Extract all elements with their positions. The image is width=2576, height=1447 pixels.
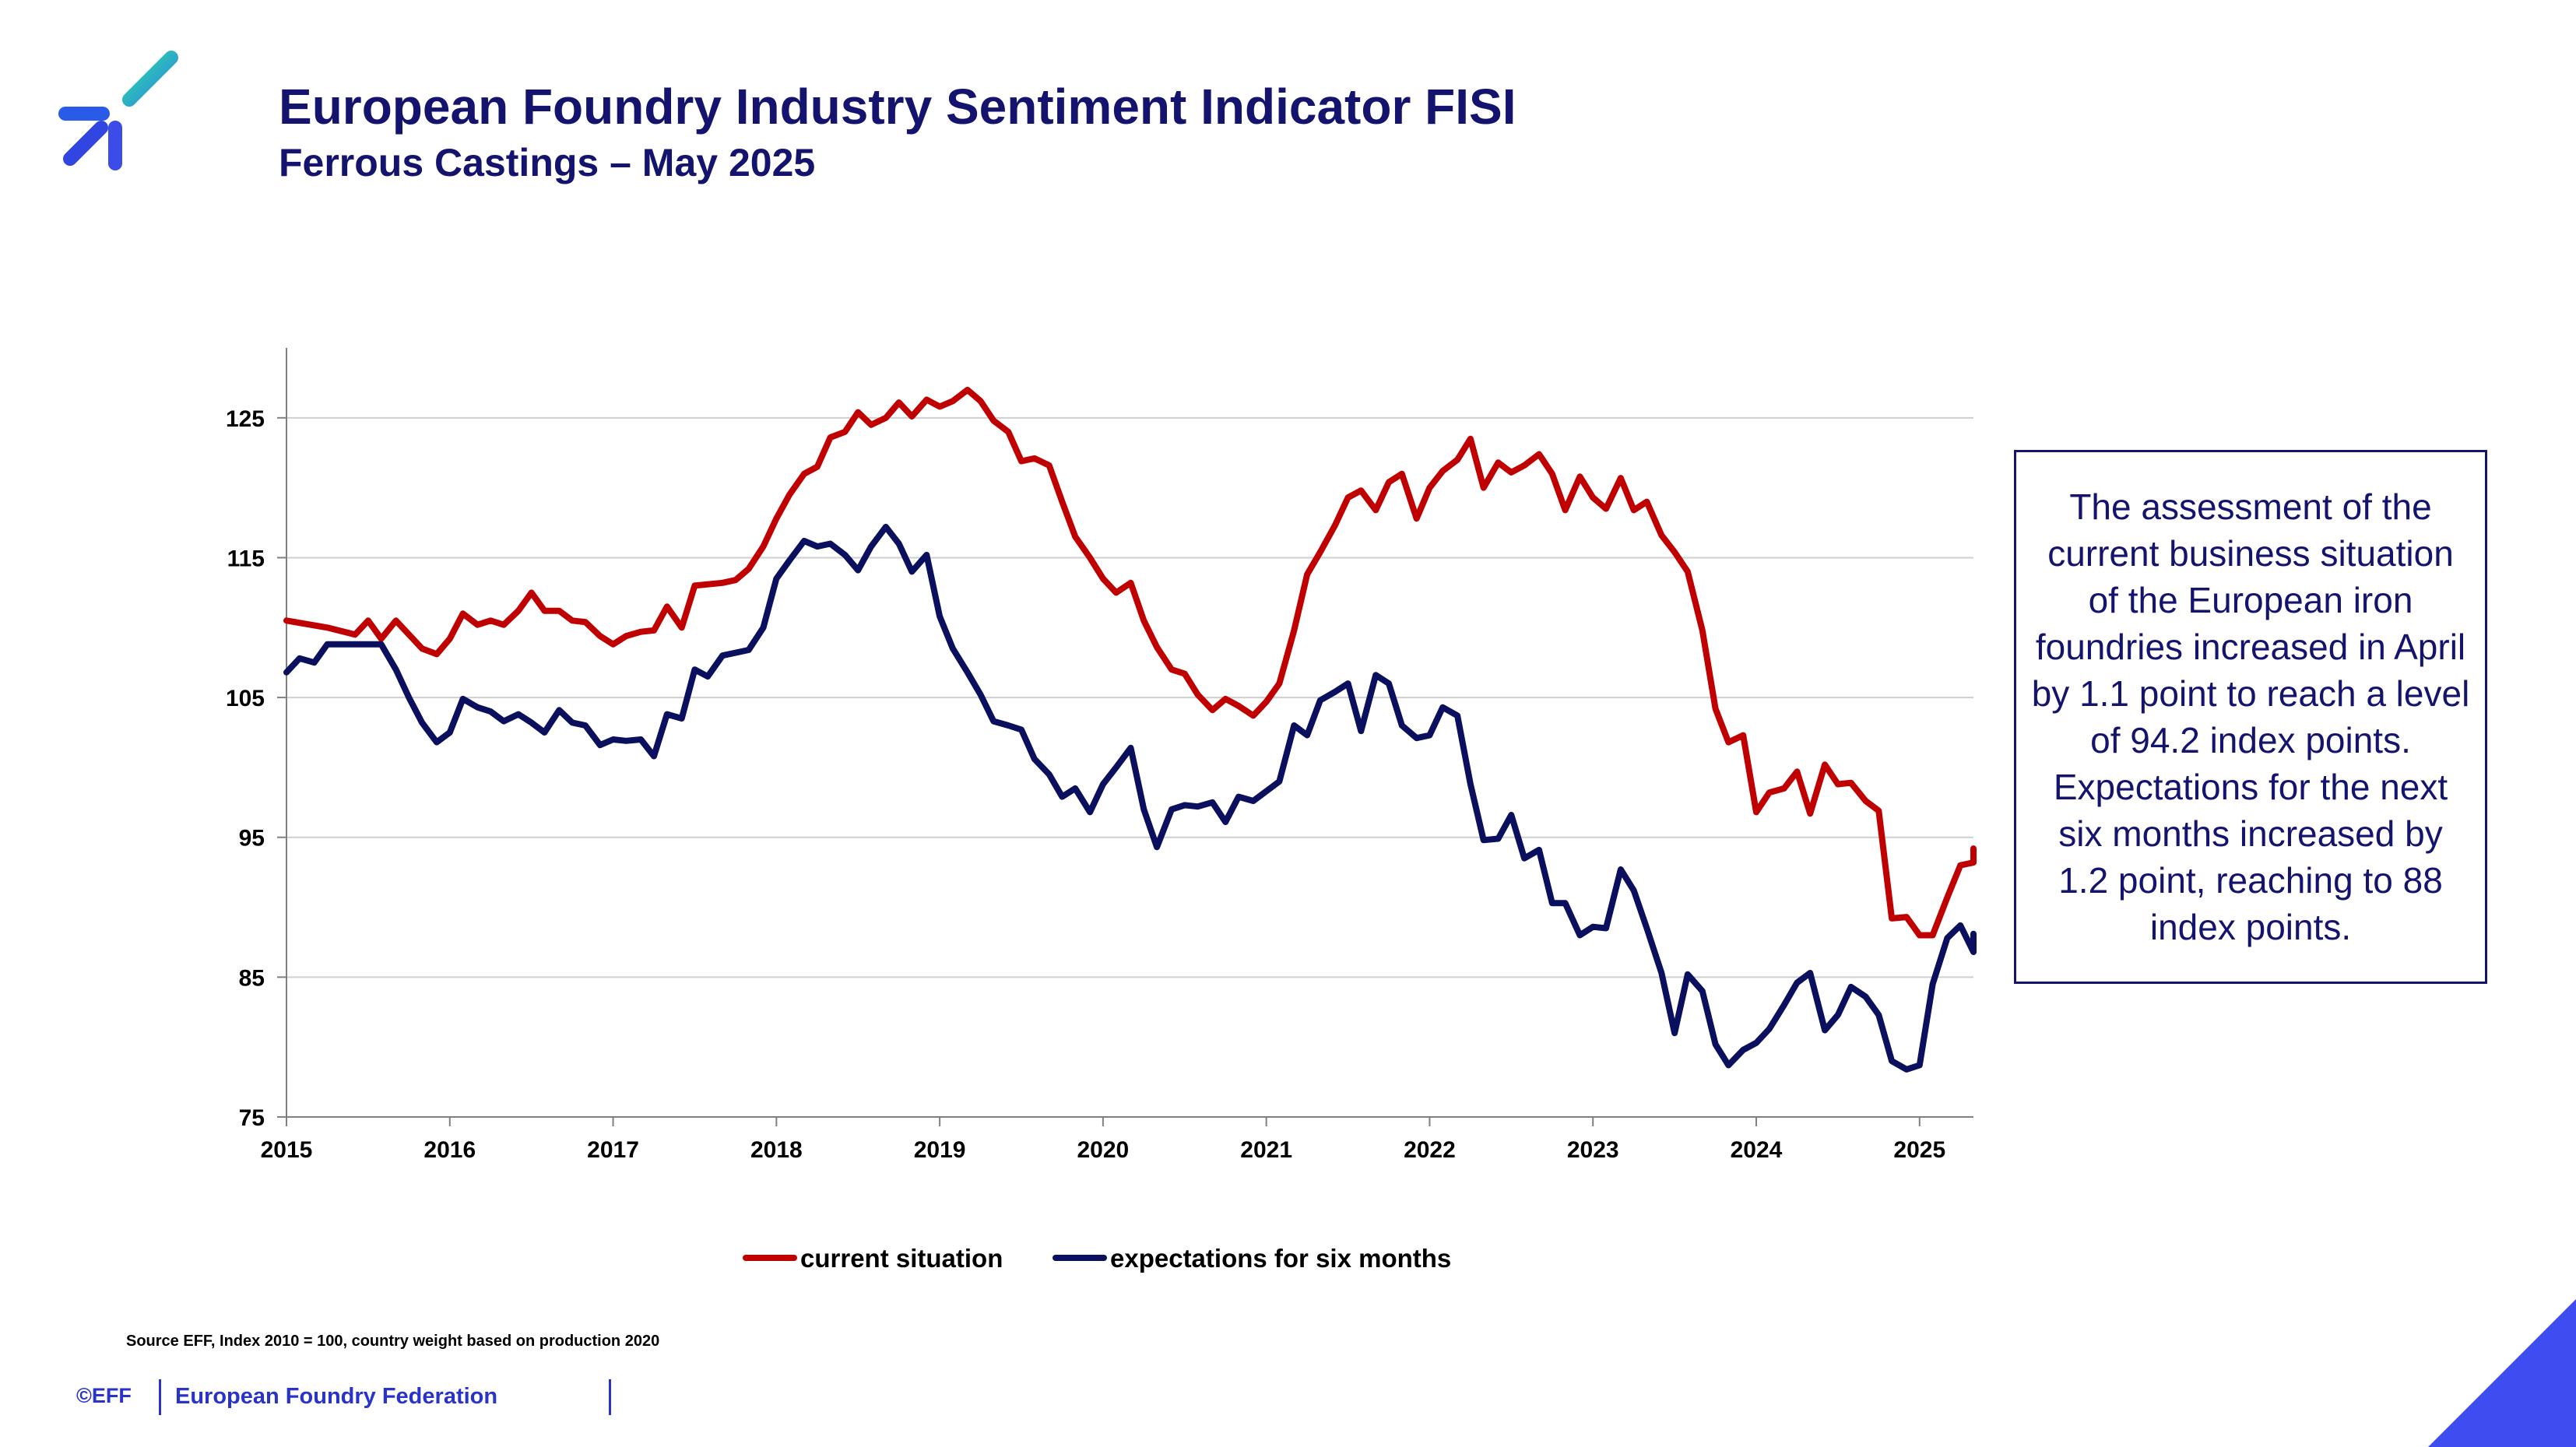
page-subtitle: Ferrous Castings – May 2025 (279, 141, 816, 184)
legend-label: current situation (800, 1244, 1003, 1273)
eff-logo (58, 51, 183, 170)
y-tick-label: 75 (239, 1105, 265, 1131)
x-tick-label: 2024 (1731, 1137, 1783, 1163)
footer-divider (159, 1379, 161, 1415)
footer-divider (609, 1379, 611, 1415)
y-tick-label: 125 (226, 406, 265, 432)
corner-decoration (2428, 1299, 2576, 1447)
x-tick-label: 2025 (1893, 1137, 1945, 1163)
x-tick-label: 2021 (1240, 1137, 1292, 1163)
copyright-label: ©EFF (76, 1384, 132, 1407)
chart-series (283, 386, 1977, 1073)
page-title: European Foundry Industry Sentiment Indi… (279, 79, 1516, 135)
y-tick-label: 115 (227, 546, 265, 571)
legend-label: expectations for six months (1110, 1244, 1451, 1273)
series-line-current-situation (283, 386, 1977, 939)
federation-label: European Foundry Federation (175, 1384, 498, 1409)
series-line-expectations (283, 523, 1977, 1073)
x-tick-label: 2019 (914, 1137, 966, 1163)
chart-axes: 75 85 95 105 115 125 2015 2016 2017 2018 2019 2020 2… (226, 348, 1973, 1163)
x-tick-label: 2018 (750, 1137, 803, 1163)
chart-legend: current situation expectations for six mo… (743, 1244, 1451, 1273)
commentary-box: The assessment of the current business s… (2014, 450, 2487, 984)
x-tick-label: 2016 (423, 1137, 476, 1163)
y-tick-label: 85 (239, 965, 265, 991)
x-tick-label: 2023 (1567, 1137, 1619, 1163)
x-tick-label: 2022 (1404, 1137, 1456, 1163)
x-tick-label: 2017 (587, 1137, 639, 1163)
x-tick-label: 2020 (1077, 1137, 1130, 1163)
x-tick-label: 2015 (261, 1137, 313, 1163)
commentary-text: The assessment of the current business s… (2031, 486, 2470, 947)
grid-lines (286, 416, 1973, 978)
source-note: Source EFF, Index 2010 = 100, country we… (126, 1333, 660, 1350)
y-tick-label: 105 (226, 686, 265, 711)
y-tick-label: 95 (239, 826, 265, 852)
